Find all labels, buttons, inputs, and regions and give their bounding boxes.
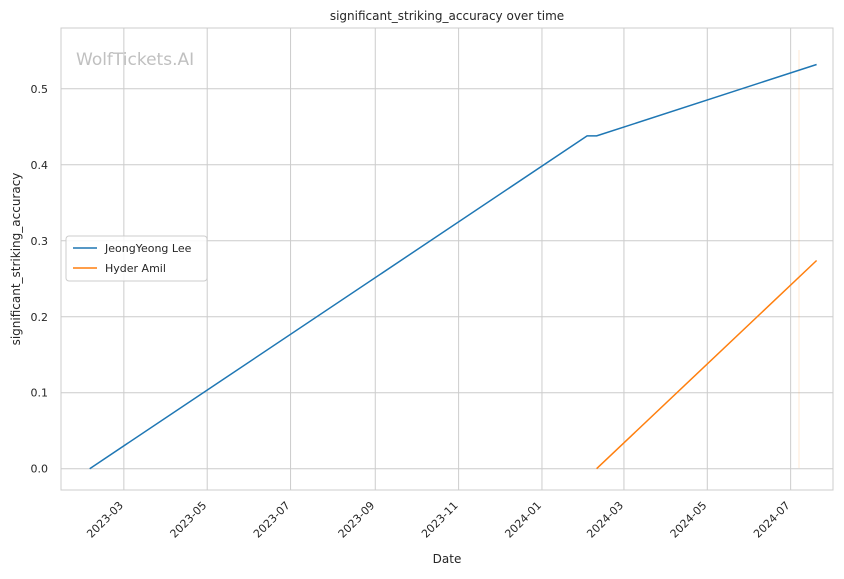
- x-tick-label: 2024-05: [668, 499, 710, 541]
- x-tick-labels: 2023-03 2023-05 2023-07 2023-09 2023-11 2024-…: [84, 499, 792, 541]
- y-tick-label: 0.4: [31, 159, 49, 172]
- x-tick-label: 2024-01: [502, 499, 544, 541]
- series-lines: [89, 63, 818, 470]
- x-tick-label: 2023-09: [336, 499, 378, 541]
- x-tick-label: 2023-07: [251, 499, 293, 541]
- x-axis-label: Date: [433, 552, 462, 566]
- legend: JeongYeong Lee Hyder Amil: [65, 235, 208, 282]
- x-tick-label: 2024-03: [584, 499, 626, 541]
- y-axis-label: significant_striking_accuracy: [9, 173, 23, 346]
- y-tick-label: 0.1: [31, 387, 49, 400]
- y-tick-label: 0.2: [31, 311, 49, 324]
- legend-label-0: JeongYeong Lee: [104, 242, 192, 255]
- legend-box: [65, 235, 208, 282]
- y-tick-label: 0.3: [31, 235, 49, 248]
- x-tick-label: 2023-05: [168, 499, 210, 541]
- series-line-0: [89, 63, 817, 470]
- y-tick-label: 0.0: [31, 463, 49, 476]
- legend-label-1: Hyder Amil: [105, 262, 166, 275]
- x-tick-label: 2023-03: [84, 499, 126, 541]
- chart-title: significant_striking_accuracy over time: [330, 9, 564, 23]
- x-tick-label: 2023-11: [419, 499, 461, 541]
- watermark: WolfTickets.AI: [76, 50, 194, 70]
- x-tick-label: 2024-07: [751, 499, 793, 541]
- y-tick-label: 0.5: [31, 83, 49, 96]
- x-gridlines: [123, 28, 792, 490]
- series-line-1: [596, 259, 818, 470]
- y-tick-labels: 0.0 0.1 0.2 0.3 0.4 0.5: [31, 83, 49, 476]
